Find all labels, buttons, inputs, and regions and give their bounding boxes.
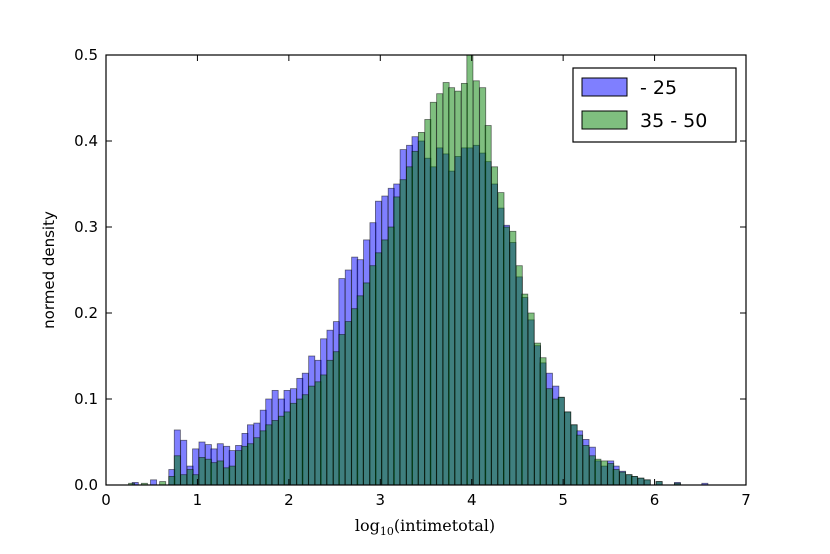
- bar-series-1-37: [375, 252, 382, 486]
- bar-series-1-16: [247, 443, 254, 486]
- plot-frame: [105, 54, 747, 486]
- bar-series-1-70: [576, 434, 584, 486]
- bar-series-1-58: [503, 226, 510, 486]
- bar-series-1-46: [429, 101, 437, 486]
- x-tick-label-0: 0: [101, 491, 111, 509]
- bar-series-1-10: [210, 462, 218, 486]
- bar-series-1-59: [509, 230, 517, 486]
- legend-swatch-35-50: [581, 110, 628, 130]
- y-tick-label-0: 0.0: [74, 476, 98, 494]
- bar-series-1-50: [454, 90, 462, 486]
- bar-series-1-64: [539, 357, 547, 486]
- x-axis-label-subscript: 10: [380, 525, 394, 538]
- bar-series-1-14: [235, 450, 243, 486]
- x-tick-label-6: 6: [650, 491, 660, 509]
- x-axis-label-rest: (intimetotal): [394, 516, 495, 535]
- bar-series-1-41: [399, 179, 407, 486]
- x-tick-label-3: 3: [376, 491, 386, 509]
- bar-series-1-40: [393, 196, 401, 486]
- bar-series-1-49: [448, 87, 456, 486]
- x-tick-label-7: 7: [741, 491, 751, 509]
- ticks-layer: 0 1 2 3 4 5 6 7 0.0 0.1 0.2 0.3 0.4 0.5: [74, 46, 751, 509]
- bar-series-1-67: [557, 396, 565, 486]
- bar-series-1-20: [271, 420, 279, 486]
- legend-label-35-50: 35 - 50: [640, 110, 707, 132]
- bar-series-1-43: [411, 150, 419, 486]
- bar-series-1-77: [619, 471, 627, 486]
- bar-series-1-19: [265, 424, 273, 486]
- bar-series-1-11: [216, 460, 224, 486]
- bar-series-1-22: [283, 411, 291, 486]
- bar-series-1-25: [301, 394, 309, 486]
- y-tick-label-4: 0.4: [74, 132, 98, 150]
- bar-series-1-38: [381, 239, 389, 486]
- bar-series-1-76: [612, 469, 620, 486]
- bar-series-1-4: [173, 455, 181, 486]
- bar-series-1-81: [643, 479, 651, 486]
- bar-series-1-31: [338, 334, 346, 486]
- bar-series-1-47: [436, 93, 444, 486]
- bar-series-1-8: [198, 457, 206, 486]
- x-axis-label-log: log: [355, 516, 380, 535]
- bar-series-1-17: [253, 437, 261, 486]
- bar-series-1-13: [228, 465, 236, 486]
- bar-series-1-61: [521, 293, 529, 486]
- bar-series-0-1: [150, 479, 157, 486]
- bar-series-1-32: [344, 321, 352, 486]
- legend-swatch-under-25: [581, 77, 628, 97]
- y-tick-label-1: 0.1: [74, 390, 98, 408]
- bar-series-1-26: [308, 385, 316, 486]
- bar-series-1-53: [472, 80, 480, 486]
- bar-series-1-55: [484, 125, 492, 486]
- y-tick-label-3: 0.3: [74, 218, 98, 236]
- bar-series-1-73: [594, 458, 602, 486]
- x-axis-label: log10(intimetotal): [355, 516, 495, 538]
- bar-series-1-29: [326, 359, 334, 486]
- bar-series-1-79: [631, 475, 638, 486]
- bar-series-1-56: [491, 166, 499, 486]
- x-tick-label-1: 1: [193, 491, 203, 509]
- bar-series-1-74: [600, 460, 608, 486]
- bar-series-1-28: [320, 374, 328, 486]
- bar-series-1-23: [289, 402, 297, 486]
- x-tick-label-5: 5: [558, 491, 568, 509]
- legend: - 25 35 - 50: [572, 67, 737, 143]
- bar-series-1-80: [637, 477, 645, 486]
- bar-series-1-68: [564, 411, 572, 486]
- bar-series-1-44: [417, 131, 425, 486]
- y-tick-label-5: 0.5: [74, 46, 98, 64]
- bar-series-1-34: [356, 295, 364, 486]
- bar-series-1-35: [363, 282, 371, 486]
- bar-series-1-65: [545, 388, 553, 486]
- bar-series-1-5: [180, 474, 188, 486]
- y-axis-label: normed density: [40, 211, 58, 329]
- y-tick-label-2: 0.2: [74, 304, 98, 322]
- x-tick-label-2: 2: [284, 491, 294, 509]
- bar-series-1-52: [466, 54, 474, 486]
- bar-series-1-71: [582, 445, 590, 486]
- bar-series-1-62: [527, 312, 535, 486]
- legend-label-under-25: - 25: [640, 77, 677, 99]
- x-tick-label-4: 4: [467, 491, 477, 509]
